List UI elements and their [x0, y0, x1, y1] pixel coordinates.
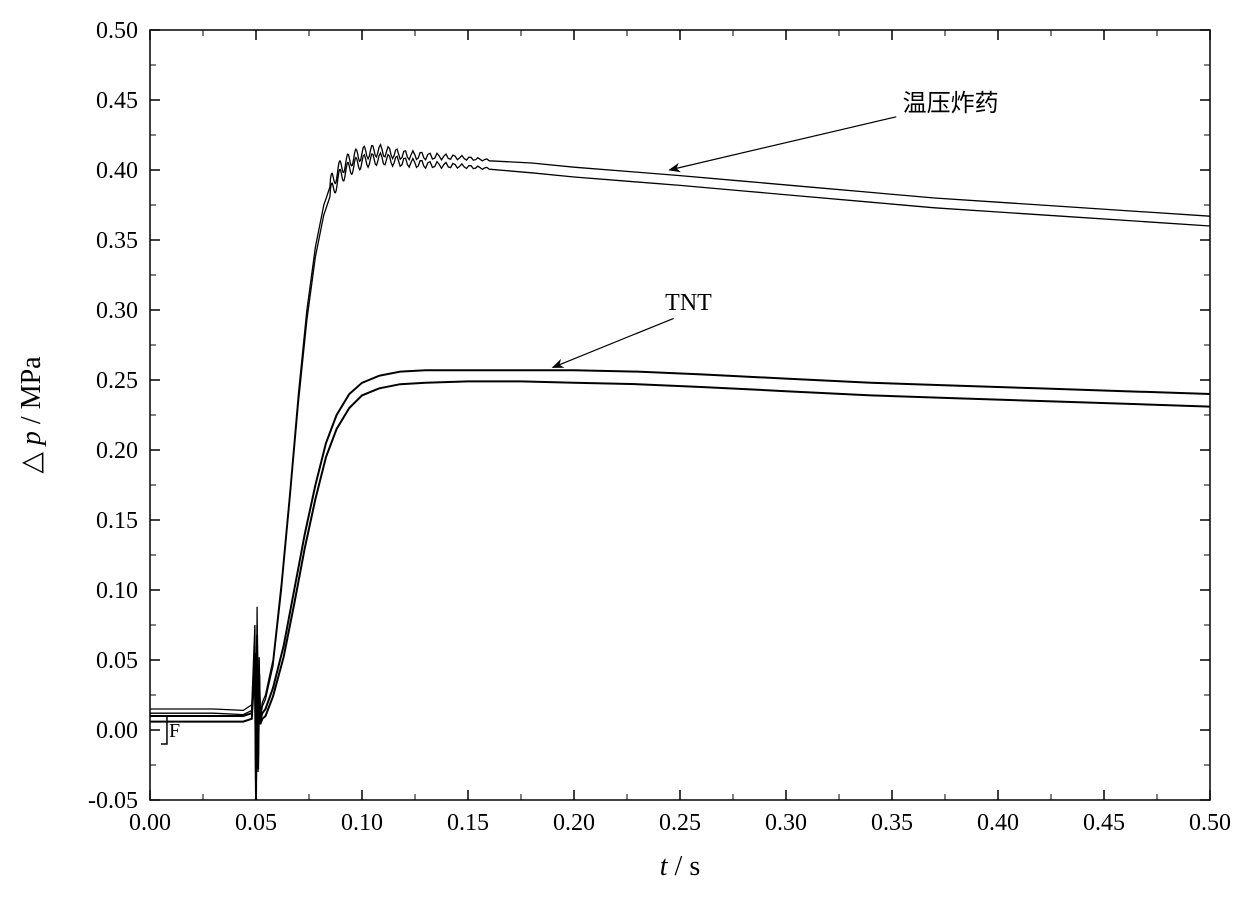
x-tick-label: 0.40 [977, 810, 1019, 836]
thermobaric-label-arrow [669, 117, 896, 170]
x-tick-label: 0.10 [341, 810, 383, 836]
y-axis-title: △ p / MPa [16, 356, 47, 474]
y-tick-label: -0.05 [88, 788, 138, 814]
y-tick-label: 0.00 [96, 718, 138, 744]
x-tick-label: 0.30 [765, 810, 807, 836]
y-tick-label: 0.15 [96, 508, 138, 534]
y-tick-label: 0.35 [96, 228, 138, 254]
plot-border [150, 30, 1210, 800]
x-axis-title: t / s [660, 851, 700, 882]
x-tick-label: 0.15 [447, 810, 489, 836]
tnt-label-arrow [553, 318, 674, 367]
y-tick-label: 0.50 [96, 18, 138, 44]
y-tick-label: 0.25 [96, 368, 138, 394]
series-thermobaric-upper [150, 145, 1210, 800]
y-tick-label: 0.20 [96, 438, 138, 464]
x-tick-label: 0.35 [871, 810, 913, 836]
f-marker-label: F [169, 720, 180, 742]
y-tick-label: 0.30 [96, 298, 138, 324]
x-tick-label: 0.20 [553, 810, 595, 836]
x-tick-label: 0.25 [659, 810, 701, 836]
x-tick-label: 0.45 [1083, 810, 1125, 836]
x-tick-label: 0.05 [235, 810, 277, 836]
thermobaric-label: 温压炸药 [903, 90, 999, 117]
y-tick-label: 0.40 [96, 158, 138, 184]
series-thermobaric-lower [150, 153, 1210, 793]
pressure-time-chart: 0.00 0.05 0.10 0.15 0.20 0.25 0.30 0.35 0.40 0.45… [0, 0, 1240, 908]
y-tick-label: 0.10 [96, 578, 138, 604]
tnt-label: TNT [665, 290, 712, 316]
y-tick-label: 0.05 [96, 648, 138, 674]
y-tick-label: 0.45 [96, 88, 138, 114]
series-tnt-lower [150, 381, 1210, 800]
chart-container: 0.00 0.05 0.10 0.15 0.20 0.25 0.30 0.35 0.40 0.45… [0, 0, 1240, 908]
f-marker-bracket [161, 716, 167, 744]
series-tnt-upper [150, 370, 1210, 786]
x-tick-label: 0.50 [1189, 810, 1231, 836]
